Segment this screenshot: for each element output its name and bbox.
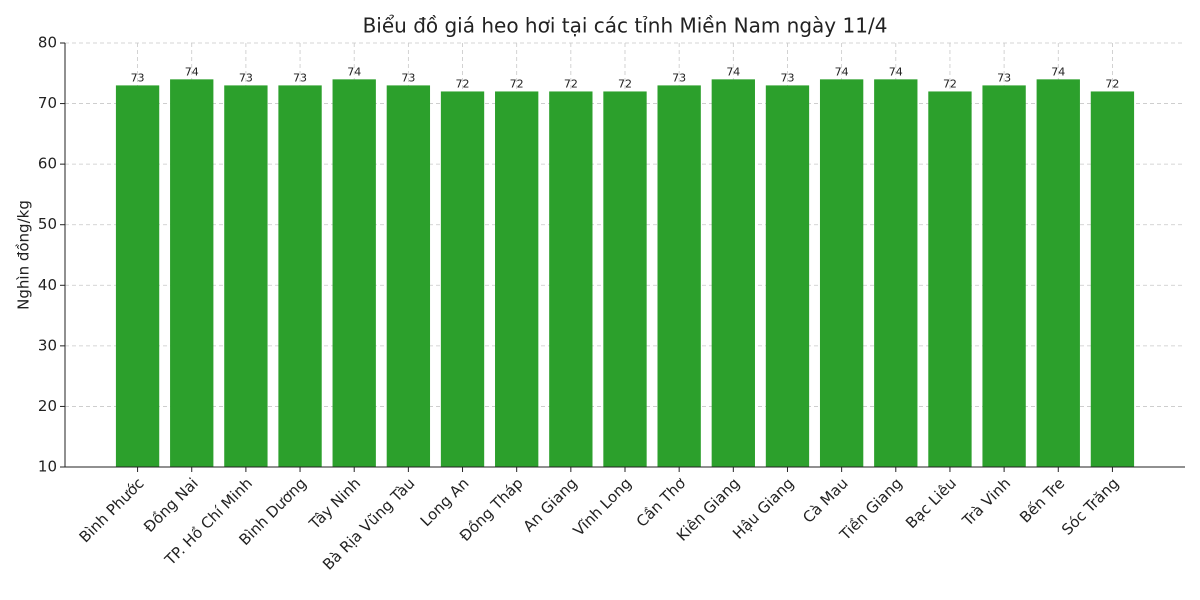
- bar: [278, 85, 322, 468]
- y-tick-label: 80: [38, 34, 57, 52]
- bar: [386, 85, 431, 468]
- bar: [1036, 79, 1080, 467]
- bar: [224, 85, 268, 468]
- value-label: 74: [835, 65, 849, 78]
- y-tick-label: 40: [38, 276, 57, 294]
- value-label: 73: [239, 71, 253, 84]
- x-tick-label: Cà Mau: [799, 474, 851, 526]
- chart-title: Biểu đồ giá heo hơi tại các tỉnh Miền Na…: [363, 14, 888, 38]
- value-label: 72: [1105, 77, 1119, 90]
- bar: [549, 91, 593, 467]
- value-label: 73: [401, 71, 415, 84]
- x-tick-label: Sóc Trăng: [1058, 474, 1122, 538]
- value-label: 74: [889, 65, 903, 78]
- bar: [170, 79, 214, 467]
- value-label: 74: [726, 65, 740, 78]
- x-tick-label: Vĩnh Long: [570, 474, 635, 539]
- x-tick-label: Long An: [417, 474, 473, 530]
- x-tick-label: Bà Rịa Vũng Tàu: [319, 474, 418, 573]
- value-label: 72: [510, 77, 524, 90]
- bar: [495, 91, 539, 467]
- y-tick-label: 20: [38, 397, 57, 415]
- bar: [332, 79, 376, 467]
- value-label: 72: [564, 77, 578, 90]
- value-label: 73: [780, 71, 794, 84]
- x-tick-label: Bình Phước: [76, 474, 148, 546]
- bar: [874, 79, 918, 467]
- y-tick-label: 10: [38, 458, 57, 476]
- bar: [115, 85, 160, 468]
- value-label: 72: [618, 77, 632, 90]
- y-tick-label: 60: [38, 155, 57, 173]
- bar: [711, 79, 755, 467]
- bar: [928, 91, 972, 467]
- bar: [819, 79, 864, 467]
- bar: [440, 91, 485, 467]
- bar: [1090, 91, 1135, 467]
- y-tick-label: 50: [38, 215, 57, 233]
- bar: [603, 91, 647, 467]
- x-tick-label: Bến Tre: [1016, 474, 1068, 526]
- value-label: 74: [185, 65, 199, 78]
- y-tick-label: 30: [38, 336, 57, 354]
- x-tick-label: Bạc Liêu: [902, 474, 960, 532]
- value-label: 73: [672, 71, 686, 84]
- value-label: 72: [456, 77, 470, 90]
- y-tick-label: 70: [38, 94, 57, 112]
- bar: [765, 85, 810, 468]
- value-label: 73: [131, 71, 145, 84]
- value-label: 74: [347, 65, 361, 78]
- bar: [982, 85, 1026, 468]
- x-tick-label: Trà Vinh: [958, 474, 1014, 530]
- bar: [657, 85, 701, 468]
- y-axis-label: Nghìn đồng/kg: [15, 200, 33, 310]
- value-label: 74: [1051, 65, 1065, 78]
- value-label: 73: [293, 71, 307, 84]
- x-tick-label: Cần Thơ: [633, 474, 690, 531]
- value-label: 72: [943, 77, 957, 90]
- value-label: 73: [997, 71, 1011, 84]
